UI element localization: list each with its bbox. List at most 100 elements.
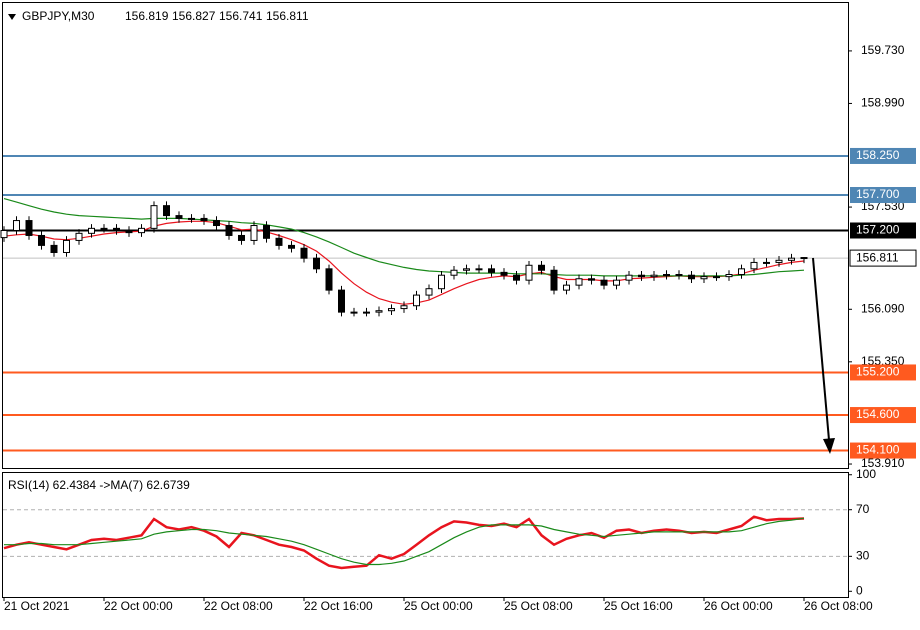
- candle-body: [788, 257, 795, 261]
- candle-body: [250, 225, 258, 241]
- y-tick-label: 70: [856, 502, 870, 516]
- level-label: 154.100: [856, 443, 900, 457]
- candle-body: [588, 278, 595, 281]
- candle-body: [500, 271, 508, 276]
- candle-body: [388, 308, 395, 312]
- candle-body: [75, 232, 83, 241]
- over-layer: 158.250 157.700 157.200 155.200 154.600 154.1…: [849, 147, 917, 459]
- candle-body: [88, 227, 95, 234]
- y-tick-label: 0: [856, 583, 863, 597]
- current-price-label: 156.811: [856, 250, 899, 264]
- menu-triangle[interactable]: [8, 14, 16, 20]
- x-tick-label: 25 Oct 08:00: [504, 599, 573, 613]
- candle-body: [488, 268, 495, 273]
- candle-body: [113, 227, 120, 231]
- candle-body: [713, 276, 720, 279]
- candle-body: [550, 269, 558, 291]
- candle-body: [275, 237, 283, 246]
- candle-body: [763, 261, 770, 264]
- level-box: [850, 187, 916, 204]
- forecast-arrow: [812, 257, 830, 441]
- candle-body: [688, 274, 695, 280]
- y-tick-label: 30: [856, 548, 870, 562]
- candle-body: [775, 259, 783, 263]
- candle-body: [175, 215, 183, 219]
- candle-body: [100, 227, 108, 230]
- candle-body: [25, 220, 33, 236]
- header-open: 156.819: [125, 9, 169, 23]
- level-box: [850, 147, 916, 164]
- candle-body: [188, 217, 195, 220]
- candle-body: [638, 274, 645, 278]
- candle-body: [475, 268, 483, 271]
- candle-body: [138, 227, 145, 234]
- candle-body: [450, 269, 458, 276]
- candle-body: [463, 268, 470, 271]
- candle-body: [600, 279, 608, 286]
- moving-average: [3, 198, 805, 277]
- candle-body: [325, 268, 333, 291]
- candle-body: [338, 289, 345, 313]
- symbol-title: GBPJPY,M30: [22, 9, 95, 23]
- y-tick-label: 158.990: [861, 96, 905, 110]
- candle-body: [525, 264, 533, 281]
- header-close: 156.811: [266, 9, 309, 23]
- candle-body: [425, 288, 433, 296]
- under-layer: 159.730158.990157.530156.090155.350153.9…: [3, 43, 905, 613]
- candle-body: [400, 305, 408, 310]
- candle-body: [438, 274, 445, 290]
- candle-body: [413, 294, 420, 307]
- candle-body: [0, 229, 8, 239]
- level-label: 155.200: [856, 365, 900, 379]
- candle-body: [63, 239, 70, 254]
- level-label: 154.600: [856, 407, 900, 421]
- x-tick-label: 25 Oct 00:00: [404, 599, 473, 613]
- level-label: 158.250: [856, 148, 900, 162]
- x-tick-label: 21 Oct 2021: [4, 599, 70, 613]
- candle-body: [538, 264, 545, 271]
- level-box: [850, 364, 916, 381]
- candle-body: [263, 225, 270, 239]
- candle-body: [725, 274, 733, 278]
- candle-body: [238, 234, 245, 241]
- candle-body: [50, 244, 58, 254]
- rsi-title: RSI(14) 62.4384 ->MA(7) 62.6739: [8, 478, 190, 492]
- rsi-panel: [2, 472, 849, 598]
- candle-body: [738, 268, 745, 276]
- candle-body: [750, 261, 758, 270]
- candle-body: [213, 220, 220, 227]
- x-tick-label: 22 Oct 08:00: [204, 599, 273, 613]
- y-tick-label: 153.910: [861, 456, 905, 470]
- candle-body: [563, 284, 570, 291]
- candle-body: [625, 274, 633, 281]
- candle-body: [313, 257, 320, 270]
- arrow-head: [823, 438, 835, 454]
- candle-body: [350, 311, 358, 314]
- header-low: 156.741: [219, 9, 263, 23]
- current-price-box: [849, 249, 917, 267]
- candle-body: [800, 257, 808, 260]
- candle-body: [163, 205, 170, 217]
- candle-body: [200, 217, 208, 222]
- candle-body: [575, 278, 583, 286]
- candle-body: [125, 229, 133, 234]
- x-tick-label: 22 Oct 00:00: [104, 599, 173, 613]
- candle-body: [225, 225, 233, 236]
- level-box: [850, 222, 916, 239]
- rsi-line: [4, 517, 805, 566]
- candle-body: [375, 310, 383, 313]
- level-box: [850, 442, 916, 459]
- level-box: [850, 407, 916, 424]
- candle-body: [513, 274, 520, 281]
- x-tick-label: 26 Oct 08:00: [804, 599, 873, 613]
- y-tick-label: 100: [856, 467, 876, 481]
- x-tick-label: 26 Oct 00:00: [704, 599, 773, 613]
- header-high: 156.827: [172, 9, 216, 23]
- marks-layer: [0, 154, 848, 570]
- level-label: 157.200: [856, 223, 900, 237]
- x-tick-label: 22 Oct 16:00: [304, 599, 373, 613]
- candle-body: [38, 234, 45, 246]
